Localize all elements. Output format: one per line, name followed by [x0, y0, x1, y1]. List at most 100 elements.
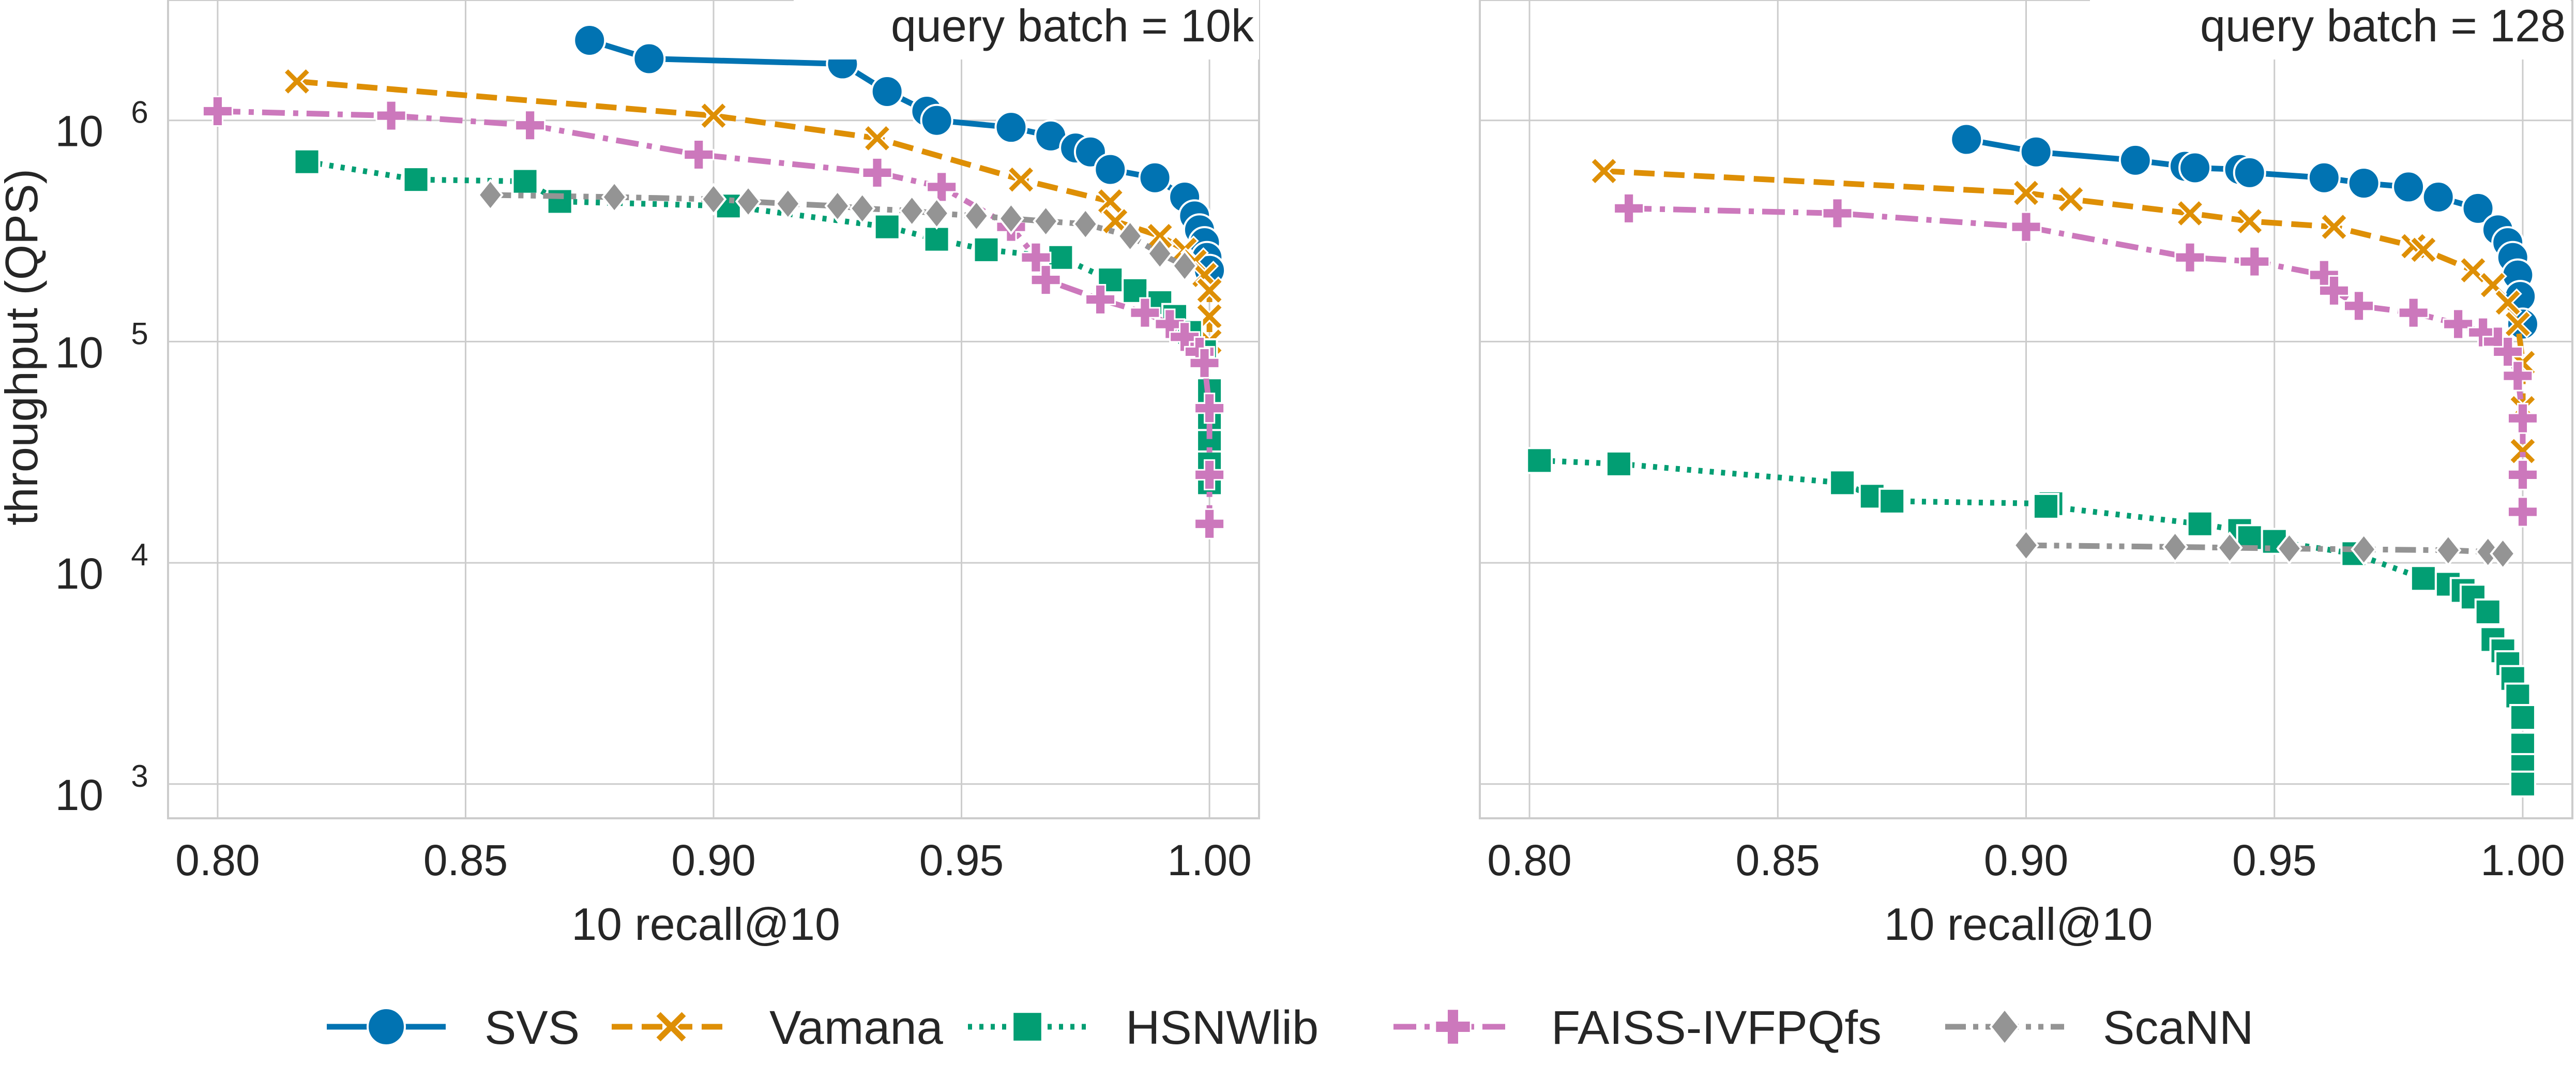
data-point [735, 185, 762, 218]
data-point [2178, 151, 2212, 185]
data-point [402, 166, 430, 193]
x-axis-label: 10 recall@10 [1884, 898, 2153, 950]
y-tick-exponent: 4 [131, 537, 148, 572]
data-point [1878, 487, 1906, 515]
data-point [2507, 459, 2538, 490]
data-point [1047, 244, 1074, 271]
series-line [217, 108, 1213, 524]
data-point [511, 168, 539, 195]
data-point [1007, 165, 1036, 194]
data-point [2502, 360, 2534, 392]
data-point [1589, 157, 1618, 186]
data-point [2351, 533, 2377, 566]
x-tick-label: 0.95 [2232, 836, 2317, 885]
panel-batch-10k: 0.80 0.85 0.90 0.95 1.00 10 3 10 4 10 5 10 6 10 recal… [0, 0, 1260, 950]
data-point [1129, 297, 1161, 328]
data-point [2174, 242, 2206, 273]
data-point [2162, 530, 2188, 564]
data-point [2493, 288, 2522, 317]
x-tick-label: 0.90 [671, 836, 756, 885]
data-point [2509, 770, 2536, 798]
plot-area-frame [1479, 0, 2573, 819]
data-point [2233, 156, 2266, 189]
data-point [2398, 297, 2429, 328]
legend: SVS Vamana HSNWlib FAISS-IVFPQfs ScaNN [327, 1001, 2253, 1054]
data-point [2186, 510, 2214, 537]
data-point [926, 171, 958, 203]
x-tick-label: 0.80 [175, 836, 260, 885]
data-point [998, 202, 1024, 235]
legend-marker [1989, 1007, 2020, 1046]
data-point [923, 226, 950, 253]
data-point [1613, 192, 1645, 224]
data-point [632, 42, 666, 76]
data-point [899, 194, 925, 228]
data-point [2013, 529, 2039, 562]
x-tick-label: 0.95 [919, 836, 1004, 885]
data-point [2410, 565, 2437, 592]
series-line [490, 192, 1186, 268]
data-point [862, 124, 892, 153]
y-tick-base: 10 [55, 771, 103, 819]
series-line [306, 159, 1213, 483]
y-tick-exponent: 3 [131, 759, 148, 793]
data-point [477, 178, 504, 212]
data-point [775, 187, 801, 220]
series-scann [477, 178, 1198, 282]
data-point [2421, 181, 2455, 214]
data-point [2435, 534, 2462, 567]
data-point [683, 139, 715, 170]
data-point [700, 183, 727, 216]
data-point [1085, 283, 1116, 315]
data-point [202, 95, 233, 127]
data-point [2508, 437, 2537, 466]
x-tick-label: 0.80 [1487, 836, 1572, 885]
data-point [1822, 198, 1853, 229]
data-point [2010, 211, 2042, 243]
legend-label: FAISS-IVFPQfs [1551, 1001, 1882, 1054]
data-point [2235, 207, 2264, 236]
y-tick-label: 10 6 [55, 95, 148, 156]
data-point [1138, 161, 1172, 194]
data-point [2307, 161, 2341, 194]
panel-title-box [794, 0, 1259, 59]
series-scann [2013, 529, 2516, 571]
legend-label: SVS [484, 1001, 580, 1054]
legend-item-vamana: Vamana [612, 1001, 944, 1054]
y-tick-exponent: 6 [131, 95, 148, 130]
data-point [2239, 246, 2270, 277]
legend-marker [654, 1010, 688, 1044]
panel-batch-128: 0.80 0.85 0.90 0.95 1.00 10 recall@10 query ba… [1479, 0, 2573, 950]
x-axis-label: 10 recall@10 [571, 898, 840, 950]
data-point [2019, 135, 2053, 169]
y-tick-exponent: 5 [131, 316, 148, 351]
data-point [824, 189, 851, 222]
data-point [861, 157, 893, 188]
series-svs [1950, 123, 2539, 341]
data-point [2409, 235, 2438, 264]
y-axis-label: throughput (QPS) [0, 169, 47, 526]
legend-marker [1434, 1008, 1472, 1045]
data-point [699, 101, 728, 130]
legend-label: HSNWlib [1126, 1001, 1319, 1054]
y-tick-label: 10 4 [55, 537, 148, 598]
data-point [1094, 153, 1127, 186]
data-point [282, 67, 311, 96]
data-point [2032, 492, 2059, 520]
data-point [2347, 167, 2381, 200]
data-point [1194, 459, 1225, 490]
series-vamana [1589, 157, 2537, 466]
data-point [923, 197, 950, 230]
data-point [2175, 199, 2205, 228]
data-point [2392, 170, 2426, 204]
legend-label: ScaNN [2103, 1001, 2253, 1054]
plot-area-frame [167, 0, 1260, 819]
data-point [2320, 212, 2348, 242]
panel-title: query batch = 10k [891, 0, 1254, 51]
data-point [546, 188, 573, 215]
data-point [2056, 185, 2085, 214]
y-tick-base: 10 [55, 328, 103, 377]
legend-marker [1011, 1011, 1043, 1043]
data-point [375, 100, 407, 131]
